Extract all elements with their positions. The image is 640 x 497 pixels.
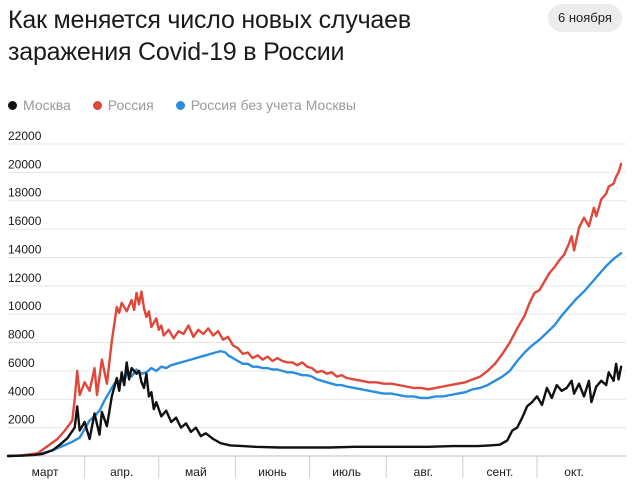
y-tick-label-12000: 12000: [8, 271, 42, 285]
series-lines: [6, 162, 623, 458]
x-tick-label: июнь: [258, 465, 287, 479]
x-tick-label: июль: [332, 465, 361, 479]
legend-dot-russia-without-moscow: [175, 100, 185, 110]
y-tick-label-14000: 14000: [8, 242, 42, 256]
x-tick-label: окт.: [564, 465, 584, 479]
series-line-1: [6, 162, 623, 458]
series-line-0: [6, 361, 623, 458]
y-tick-label-6000: 6000: [8, 356, 35, 370]
y-tick-label-20000: 20000: [8, 157, 42, 171]
x-tick-label: март: [32, 465, 59, 479]
chart-grid: [8, 143, 626, 429]
legend-label-russia-without-moscow: Россия без учета Москвы: [190, 97, 356, 113]
y-tick-label-8000: 8000: [8, 328, 35, 342]
legend-item-moscow: Москва: [8, 97, 71, 113]
x-tick-label: авг.: [414, 465, 433, 479]
x-tick-label: апр.: [110, 465, 133, 479]
y-tick-label-22000: 22000: [8, 129, 42, 143]
date-badge: 6 ноября: [548, 4, 622, 32]
legend-dot-russia: [92, 100, 102, 110]
y-tick-label-2000: 2000: [8, 413, 35, 427]
legend-label-moscow: Москва: [23, 97, 71, 113]
legend-item-russia: Россия: [92, 97, 154, 113]
legend-dot-moscow: [8, 100, 17, 110]
chart-title: Как меняется число новых случаев заражен…: [8, 6, 411, 66]
y-tick-label-10000: 10000: [8, 299, 42, 313]
y-tick-label-18000: 18000: [8, 186, 42, 200]
legend-label-russia: Россия: [107, 97, 154, 113]
y-axis-labels: 2000 4000 6000 8000 10000 12000 14000 16000 1800…: [8, 129, 42, 427]
legend-item-russia-without-moscow: Россия без учета Москвы: [175, 97, 356, 113]
x-tick-label: сент.: [487, 465, 514, 479]
legend: Москва Россия Россия без учета Москвы: [8, 95, 378, 115]
y-tick-label-16000: 16000: [8, 214, 42, 228]
x-tick-label: май: [185, 465, 207, 479]
y-tick-label-4000: 4000: [8, 384, 35, 398]
x-axis: март апр. май июнь июль авг. сент. окт.: [8, 455, 626, 479]
